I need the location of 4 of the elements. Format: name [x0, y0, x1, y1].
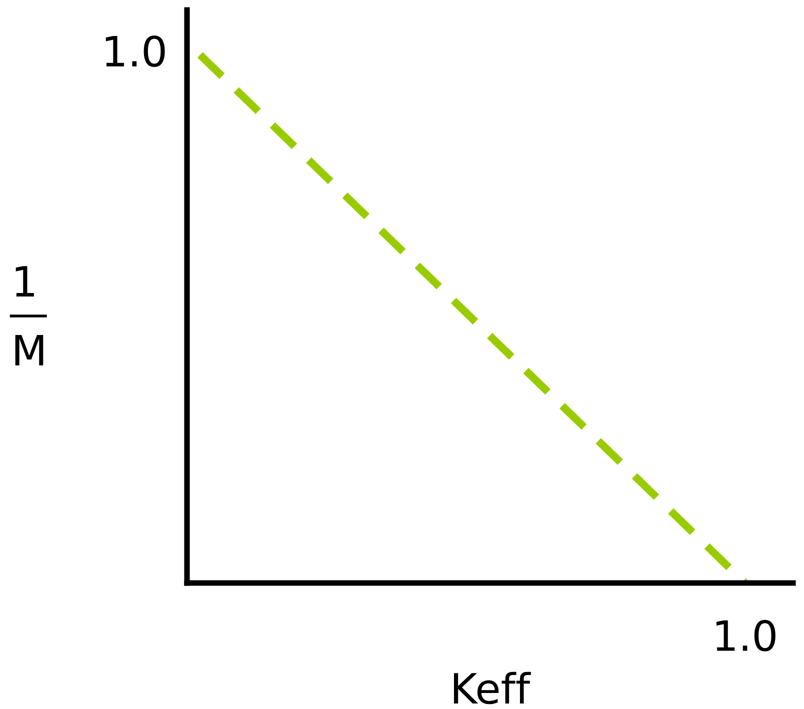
x-axis-title: Keff: [454, 672, 531, 704]
annotation: 1.0: [106, 35, 165, 67]
text: 1.0: [716, 620, 776, 652]
y-axis-title: 1 M: [15, 266, 44, 366]
